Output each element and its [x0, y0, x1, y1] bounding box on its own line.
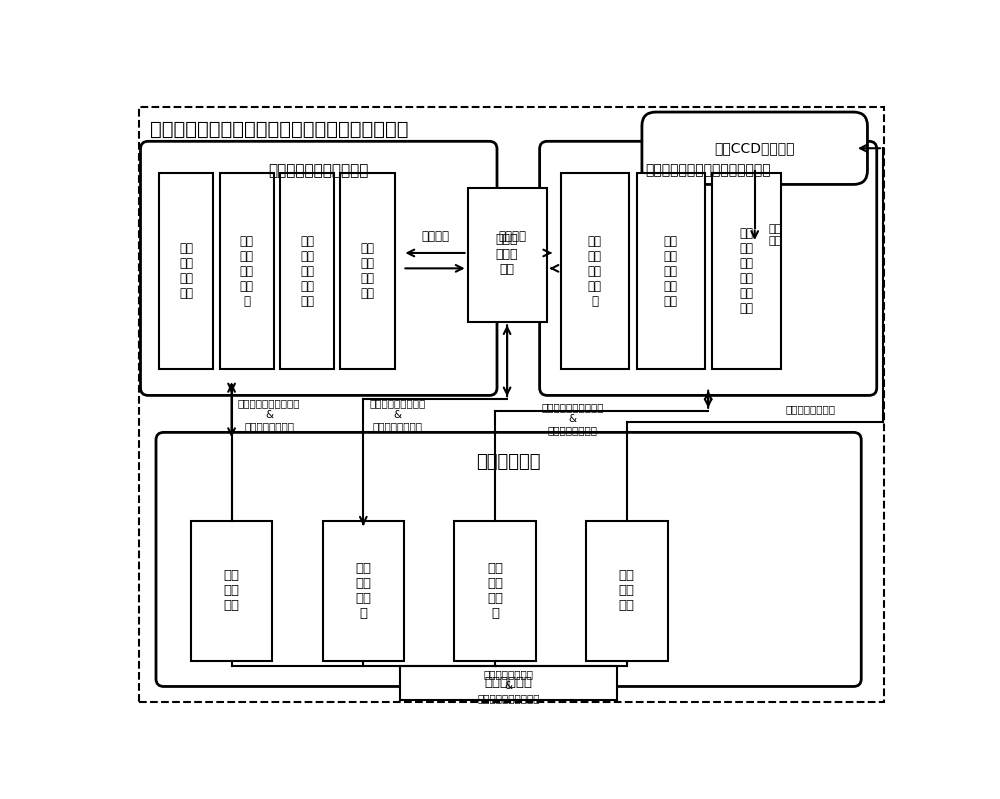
- Text: 视觉CCD工业相机: 视觉CCD工业相机: [714, 141, 795, 155]
- Text: 伺服
阀自
动装
夹机
构: 伺服 阀自 动装 夹机 构: [588, 235, 602, 308]
- Text: 工件实时位姿数据: 工件实时位姿数据: [786, 404, 836, 414]
- Text: 伺服阀叠合量检测数据
&
工作流程控制信号: 伺服阀叠合量检测数据 & 工作流程控制信号: [541, 402, 604, 435]
- FancyBboxPatch shape: [140, 141, 497, 396]
- FancyBboxPatch shape: [712, 173, 781, 369]
- FancyBboxPatch shape: [191, 521, 272, 661]
- Text: 运送工件: 运送工件: [498, 229, 526, 243]
- Text: 阀芯
磨削
加工
系统: 阀芯 磨削 加工 系统: [179, 242, 193, 300]
- FancyBboxPatch shape: [340, 173, 395, 369]
- FancyBboxPatch shape: [400, 666, 617, 700]
- Text: 测试
台控
制模
块: 测试 台控 制模 块: [487, 562, 503, 620]
- Text: 阀芯
自动
去毛
刺系
统: 阀芯 自动 去毛 刺系 统: [240, 235, 254, 308]
- Text: 阀芯同步磨削去毛刺磨床: 阀芯同步磨削去毛刺磨床: [269, 163, 369, 178]
- Text: 工件
装夹
检测
系统: 工件 装夹 检测 系统: [361, 242, 375, 300]
- Text: 工业上
下料机
器人: 工业上 下料机 器人: [496, 233, 518, 276]
- Text: 阀芯加工实时状态信号
&
工作流程控制信号: 阀芯加工实时状态信号 & 工作流程控制信号: [238, 398, 300, 431]
- Text: 工作
位姿: 工作 位姿: [769, 225, 782, 246]
- Text: 运送工件: 运送工件: [421, 229, 449, 243]
- FancyBboxPatch shape: [642, 112, 867, 185]
- Text: 机器人实时运动信号
&
工作流程控制信号: 机器人实时运动信号 & 工作流程控制信号: [370, 398, 426, 431]
- FancyBboxPatch shape: [586, 521, 668, 661]
- Text: 机器
人控
制模
块: 机器 人控 制模 块: [355, 562, 371, 620]
- Text: 视觉
检测
模块: 视觉 检测 模块: [619, 570, 635, 613]
- Text: 电液伺服阀计算机气动配磨测试台: 电液伺服阀计算机气动配磨测试台: [645, 164, 771, 177]
- Text: 阀芯
工件
自动
装夹
机构: 阀芯 工件 自动 装夹 机构: [300, 235, 314, 308]
- FancyBboxPatch shape: [561, 173, 629, 369]
- FancyBboxPatch shape: [468, 188, 547, 322]
- Text: 软件系统模块: 软件系统模块: [485, 676, 533, 689]
- FancyBboxPatch shape: [540, 141, 877, 396]
- FancyBboxPatch shape: [454, 521, 536, 661]
- FancyBboxPatch shape: [280, 173, 334, 369]
- FancyBboxPatch shape: [156, 432, 861, 686]
- Text: 磨床
控制
模块: 磨床 控制 模块: [224, 570, 240, 613]
- FancyBboxPatch shape: [637, 173, 705, 369]
- FancyBboxPatch shape: [159, 173, 213, 369]
- Text: 基于叠合量检测的阀芯同步磨削去毛刺一体化系统: 基于叠合量检测的阀芯同步磨削去毛刺一体化系统: [150, 120, 408, 138]
- Text: 叠合
量数
据处
理专
用计
算机: 叠合 量数 据处 理专 用计 算机: [740, 227, 754, 315]
- Text: 工控操作平台: 工控操作平台: [476, 452, 541, 471]
- FancyBboxPatch shape: [220, 173, 274, 369]
- Text: 伺服
阀叠
合量
检测
系统: 伺服 阀叠 合量 检测 系统: [664, 235, 678, 308]
- Text: 系统实时状态数据
&
工作流程控制指令数据: 系统实时状态数据 & 工作流程控制指令数据: [477, 670, 540, 703]
- FancyBboxPatch shape: [323, 521, 404, 661]
